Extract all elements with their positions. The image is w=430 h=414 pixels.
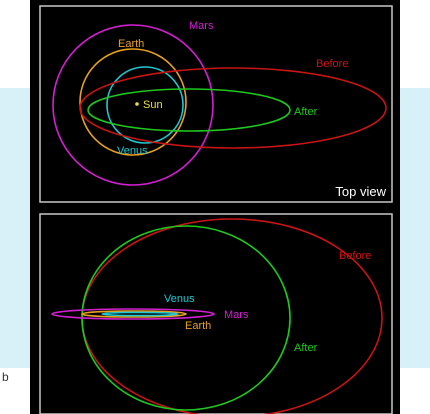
top-label-after: After	[294, 106, 318, 118]
top-label-before: Before	[316, 58, 348, 70]
top-label-earth: Earth	[118, 38, 144, 50]
background-tint-right	[398, 88, 430, 368]
after-orbit	[87, 88, 291, 132]
bottom-panel: Venus Mars Earth Before After	[39, 213, 393, 414]
mars-orbit-side	[51, 308, 215, 320]
before-orbit	[79, 67, 387, 149]
venus-orbit-side	[101, 311, 179, 317]
earth-orbit-side	[81, 310, 187, 318]
bottom-label-venus: Venus	[164, 293, 195, 305]
bottom-label-after: After	[294, 342, 318, 354]
bottom-label-before: Before	[339, 250, 371, 262]
top-label-sun: Sun	[143, 99, 163, 111]
bottom-panel-border	[39, 213, 393, 414]
top-label-venus: Venus	[117, 145, 148, 157]
top-label-mars: Mars	[189, 20, 214, 32]
stray-text: b	[2, 370, 9, 384]
mars-orbit	[52, 24, 214, 186]
bottom-label-earth: Earth	[185, 320, 211, 332]
venus-orbit	[106, 66, 184, 144]
top-view-label: Top view	[335, 184, 386, 199]
bottom-label-mars: Mars	[224, 309, 249, 321]
top-panel: Mars Earth Sun Venus Before After Top vi…	[39, 5, 393, 203]
earth-orbit	[79, 48, 187, 156]
sun-marker	[135, 102, 139, 106]
top-panel-border	[39, 5, 393, 203]
